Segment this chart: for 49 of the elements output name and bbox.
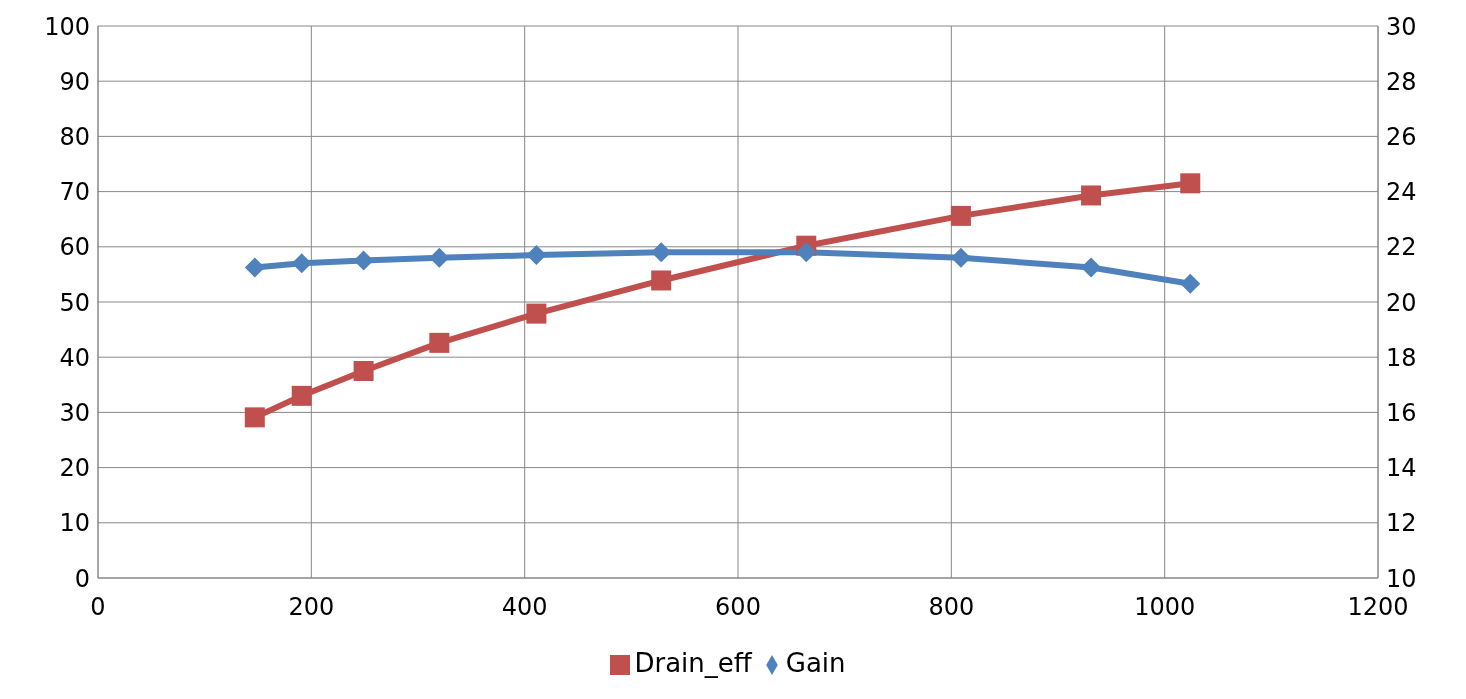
point xyxy=(950,247,971,268)
legend-label: Gain xyxy=(785,648,846,678)
y-tick-label: 60 xyxy=(59,233,90,262)
point xyxy=(1081,185,1102,206)
point xyxy=(526,245,547,266)
y-tick-label: 30 xyxy=(59,398,90,427)
y-tick-label: 0 xyxy=(74,564,90,593)
y-tick-label: 50 xyxy=(59,288,90,317)
y-tick-label: 90 xyxy=(59,67,90,96)
y2-tick-label: 10 xyxy=(1386,564,1417,593)
point xyxy=(1180,173,1201,194)
y2-tick-label: 18 xyxy=(1386,343,1417,372)
point xyxy=(796,242,817,263)
legend-label: Drain_eff xyxy=(634,648,752,678)
x-tick-label: 800 xyxy=(928,593,975,622)
x-tick-label: 400 xyxy=(501,593,548,622)
y-tick-label: 100 xyxy=(44,12,90,41)
point xyxy=(950,205,971,226)
y-tick-label: 40 xyxy=(59,343,90,372)
y-tick-label: 70 xyxy=(59,178,90,207)
point xyxy=(291,385,312,406)
point xyxy=(651,242,672,263)
point xyxy=(353,250,374,271)
point xyxy=(244,257,265,278)
point xyxy=(244,407,265,428)
y2-tick-label: 20 xyxy=(1386,288,1417,317)
y2-tick-label: 14 xyxy=(1386,454,1417,483)
y2-tick-label: 12 xyxy=(1386,509,1417,538)
x-tick-label: 1200 xyxy=(1347,593,1409,622)
point xyxy=(1180,273,1201,294)
y2-tick-label: 16 xyxy=(1386,398,1417,427)
point xyxy=(429,247,450,268)
x-tick-label: 600 xyxy=(715,593,761,622)
x-tick-label: 1000 xyxy=(1134,593,1196,622)
y2-tick-label: 22 xyxy=(1386,233,1417,262)
point xyxy=(429,332,450,353)
y2-tick-label: 24 xyxy=(1386,178,1417,207)
point xyxy=(526,303,547,324)
point xyxy=(291,253,312,274)
y2-tick-label: 26 xyxy=(1386,122,1417,151)
y2-tick-label: 28 xyxy=(1386,67,1417,96)
y2-tick-label: 30 xyxy=(1386,12,1417,41)
x-tick-label: 200 xyxy=(288,593,335,622)
point xyxy=(353,361,374,381)
y-tick-label: 80 xyxy=(59,122,90,151)
y-tick-label: 20 xyxy=(59,454,90,483)
point xyxy=(651,270,672,291)
point xyxy=(1081,257,1102,278)
y-tick-label: 10 xyxy=(59,509,90,538)
